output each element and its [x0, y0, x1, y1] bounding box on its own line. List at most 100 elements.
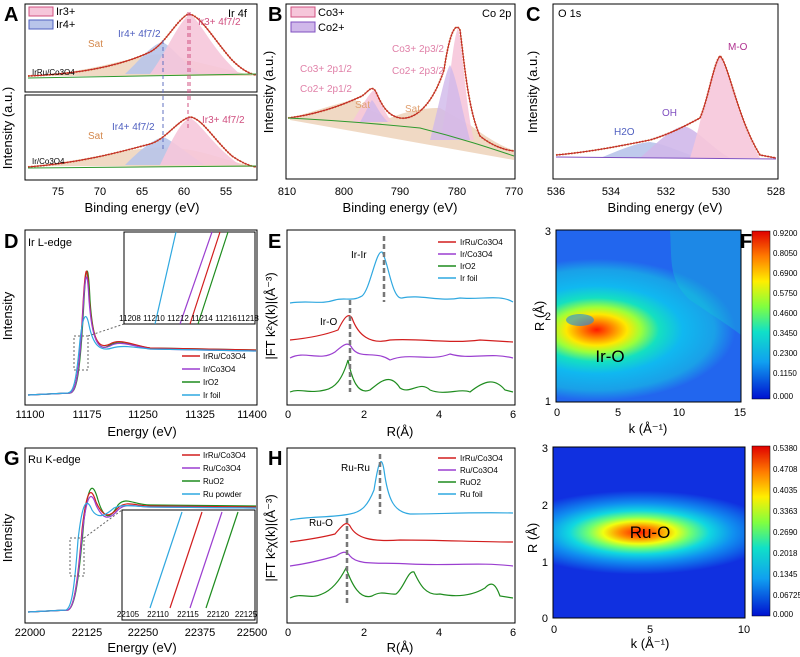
envelope-b: [287, 26, 515, 152]
inset-d-iro2: [197, 231, 229, 325]
xticks-i: 0 5 10: [551, 624, 750, 636]
xtick-a-60: 60: [178, 186, 190, 198]
inset-g-irru: [169, 511, 203, 609]
xtick-e-0: 0: [285, 409, 291, 421]
inset-g: [121, 509, 256, 621]
xtick-d-2: 11250: [128, 409, 158, 421]
ylabel-g: Intensity: [0, 513, 15, 562]
cbar-i-6: 0.1345: [773, 570, 798, 579]
inset-xtick-g-0: 22105: [117, 610, 140, 619]
mo-peak-c: [690, 56, 760, 158]
legend-label-g-1: Ru/Co3O4: [203, 464, 241, 473]
xticks-d: 11100 11175 11250 11325 11400: [16, 409, 267, 421]
legend-label-h-1: Ru/Co3O4: [460, 466, 498, 475]
legend-label-co3: Co3+: [318, 7, 345, 19]
xtick-h-6: 6: [510, 627, 516, 639]
cbar-f-1: 0.8050: [773, 249, 798, 258]
legend-d: IrRu/Co3O4 Ir/Co3O4 IrO2 Ir foil: [182, 352, 246, 400]
cbar-i-3: 0.3363: [773, 507, 798, 516]
curve-h-rufoil: [289, 461, 514, 521]
axes-g: [24, 447, 258, 624]
zoom-box-g: [69, 537, 85, 577]
colorbar-f: [751, 230, 771, 400]
colorbar-i: [751, 445, 771, 617]
title-a: Ir 4f: [228, 8, 248, 20]
legend-label-h-2: RuO2: [460, 478, 481, 487]
cbar-f-5: 0.3450: [773, 329, 798, 338]
inset-xtick-d-0: 11208: [119, 314, 141, 323]
curve-d-ir: [27, 276, 257, 396]
ann-b-sat1: Sat: [355, 100, 370, 111]
xtick-g-1: 22125: [72, 627, 103, 639]
xticks-a: 75 70 65 60 55: [52, 186, 232, 198]
xtick-g-3: 22375: [185, 627, 216, 639]
inset-xtick-d-5: 11218: [237, 314, 259, 323]
xtick-b-810: 810: [278, 186, 296, 198]
inset-d-irfoil: [154, 231, 177, 325]
ann-b-co2-2p12: Co2+ 2p1/2: [300, 84, 352, 95]
yticks-i: 3 2 1 0: [542, 443, 548, 625]
inset-xtick-g-4: 22125: [235, 610, 258, 619]
curve-e-iro2: [289, 359, 514, 393]
panel-label-f: F: [740, 231, 752, 253]
panel-label-d: D: [4, 231, 18, 253]
panel-b: B Intensity (a.u.) Co3+ Co2+ Co 2p Co3+ …: [261, 3, 523, 215]
inset-g-rupowder: [149, 511, 183, 609]
cbar-f-4: 0.4600: [773, 309, 798, 318]
ir3-peak-a-bottom: [160, 118, 240, 165]
legend-h: IrRu/Co3O4 Ru/Co3O4 RuO2 Ru foil: [438, 454, 503, 499]
ann-h-ruru: Ru-Ru: [341, 463, 370, 474]
inset-d-irru: [189, 231, 221, 325]
xlabel-i: k (Å⁻¹): [631, 636, 670, 651]
axes-f: [555, 229, 742, 403]
inset-xtick-g-3: 22120: [207, 610, 230, 619]
baseline-c: [555, 156, 777, 160]
cbar-f-7: 0.1150: [773, 369, 797, 378]
xticks-c: 536 534 532 530 528: [547, 186, 785, 198]
xticks-g: 22000 22125 22250 22375 22500: [15, 627, 268, 639]
inset-g-ru: [189, 511, 223, 609]
panel-g: G Intensity Ru K-edge 22105 22110 22115 …: [0, 447, 268, 655]
cbar-f-2: 0.6900: [773, 269, 798, 278]
ytick-f-1: 1: [545, 396, 551, 408]
xticks-h: 0 2 4 6: [285, 627, 516, 639]
zoom-link-g: [83, 509, 123, 539]
panel-label-a: A: [4, 4, 18, 26]
legend-label-ir3: Ir3+: [56, 6, 75, 18]
ann-b-co2-2p32: Co2+ 2p3/2: [392, 66, 444, 77]
ann-b-co3-2p32: Co3+ 2p3/2: [392, 44, 444, 55]
panel-i: I R (Å) Ru-O 0.5380 0.4708 0.4035 0.3363…: [525, 443, 800, 651]
xtick-d-3: 11325: [185, 409, 215, 421]
inset-xtick-d-3: 11214: [191, 314, 213, 323]
xtick-b-800: 800: [335, 186, 353, 198]
xtick-c-536: 536: [547, 186, 565, 198]
xtick-c-530: 530: [712, 186, 730, 198]
axes-e: [286, 229, 516, 406]
xtick-h-4: 4: [436, 627, 442, 639]
xtick-f-15: 15: [734, 407, 746, 419]
ytick-f-2: 2: [545, 311, 551, 323]
legend-label-g-0: IrRu/Co3O4: [203, 451, 246, 460]
envelope-c: [555, 55, 777, 159]
xticks-b: 810 800 790 780 770: [278, 186, 523, 198]
envelope-a-top: [27, 13, 257, 77]
curve-h-irru: [289, 522, 514, 543]
co2-2p12-peak: [360, 100, 388, 122]
cbar-i-4: 0.2690: [773, 528, 798, 537]
ann-h-ruo: Ru-O: [309, 518, 333, 529]
panel-label-h: H: [268, 448, 282, 470]
xtick-i-5: 5: [647, 624, 653, 636]
ylabel-h: |FT k²χ(k)|(Å⁻³): [263, 494, 278, 581]
curve-e-ir: [289, 343, 514, 361]
colorbar-ticks-f: 0.9200 0.8050 0.6900 0.5750 0.4600 0.345…: [773, 229, 798, 401]
xtick-f-5: 5: [615, 407, 621, 419]
ann-a-top-sat: Sat: [88, 39, 103, 50]
inset-xticks-g: 22105 22110 22115 22120 22125: [117, 610, 258, 619]
ylabel-c: Intensity (a.u.): [525, 51, 540, 133]
cbar-f-6: 0.2300: [773, 349, 798, 358]
ann-e-iro: Ir-O: [320, 317, 337, 328]
title-d: Ir L-edge: [28, 237, 72, 249]
legend-label-d-0: IrRu/Co3O4: [203, 352, 246, 361]
legend-label-d-3: Ir foil: [203, 391, 221, 400]
xlabel-f: k (Å⁻¹): [629, 421, 668, 436]
